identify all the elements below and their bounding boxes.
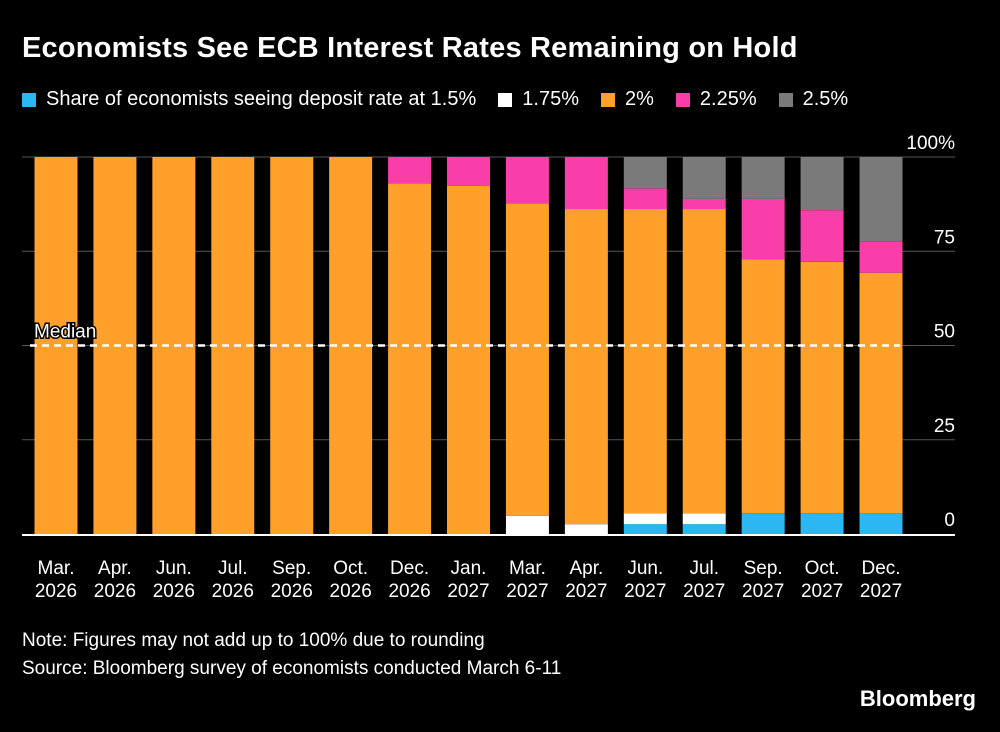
- bar-segment: [623, 524, 667, 534]
- bar-segment: [682, 513, 726, 525]
- bar-segment: [623, 513, 667, 525]
- x-tick-label: Dec.: [861, 558, 900, 579]
- x-tick-label: 2026: [94, 581, 136, 602]
- x-tick-label: Jun.: [627, 558, 663, 579]
- x-tick-label: Sep.: [744, 558, 783, 579]
- bar-segment: [682, 157, 726, 199]
- legend-item: 2%: [600, 88, 654, 111]
- legend-item: 2.5%: [778, 88, 849, 111]
- legend-swatch: [778, 92, 793, 107]
- bar-segment: [741, 198, 785, 260]
- bar-segment: [564, 157, 608, 210]
- y-tick-label: 25: [934, 416, 955, 437]
- x-tick-label: 2026: [212, 581, 254, 602]
- bar-segment: [741, 259, 785, 514]
- bar-segment: [388, 183, 432, 534]
- legend-item: Share of economists seeing deposit rate …: [22, 88, 476, 111]
- y-tick-label: 100%: [906, 133, 955, 154]
- x-tick-label: 2027: [447, 581, 489, 602]
- legend-label: Share of economists seeing deposit rate …: [46, 88, 477, 110]
- x-tick-label: 2026: [271, 581, 313, 602]
- legend-label: 1.75%: [522, 88, 579, 110]
- x-tick-label: Jun.: [156, 558, 192, 579]
- note: Note: Figures may not add up to 100% due…: [22, 630, 485, 651]
- legend-swatch: [498, 92, 513, 107]
- bar-segment: [388, 157, 432, 184]
- bar-segment: [859, 513, 903, 534]
- bar-segment: [800, 157, 844, 211]
- x-tick-label: 2027: [624, 581, 666, 602]
- y-tick-label: 75: [934, 227, 955, 248]
- x-tick-label: 2027: [683, 581, 725, 602]
- legend: Share of economists seeing deposit rate …: [22, 88, 870, 111]
- x-tick-label: Sep.: [272, 558, 311, 579]
- x-tick-label: Mar.: [509, 558, 546, 579]
- bar-segment: [447, 185, 491, 535]
- bar-segment: [859, 272, 903, 514]
- bar-segment: [623, 157, 667, 189]
- x-tick-label: 2026: [35, 581, 77, 602]
- bar-segment: [623, 209, 667, 514]
- x-tick-label: 2026: [330, 581, 372, 602]
- bar-segment: [505, 203, 549, 516]
- x-tick-label: Apr.: [98, 558, 132, 579]
- chart-title: Economists See ECB Interest Rates Remain…: [22, 32, 798, 64]
- legend-label: 2.25%: [699, 88, 757, 110]
- bar-segment: [741, 157, 785, 199]
- bar-segment: [505, 157, 549, 204]
- x-tick-label: 2027: [506, 581, 548, 602]
- bar-segment: [505, 515, 549, 534]
- bar-segment: [741, 513, 785, 534]
- x-tick-label: Jul.: [218, 558, 248, 579]
- bar-segment: [800, 513, 844, 534]
- x-tick-label: 2027: [742, 581, 784, 602]
- x-tick-label: 2027: [565, 581, 607, 602]
- x-tick-label: 2026: [388, 581, 430, 602]
- bar-segment: [859, 241, 903, 273]
- x-tick-label: Mar.: [38, 558, 75, 579]
- bar-segment: [800, 210, 844, 262]
- x-tick-label: 2027: [801, 581, 843, 602]
- x-tick-label: Apr.: [569, 558, 603, 579]
- x-tick-label: Dec.: [390, 558, 429, 579]
- bar-segment: [682, 198, 726, 210]
- y-tick-label: 0: [944, 510, 955, 531]
- median-label: Median: [34, 322, 96, 343]
- bar-segment: [859, 157, 903, 242]
- bar-segment: [564, 209, 608, 525]
- bloomberg-logo: Bloomberg: [859, 686, 976, 711]
- x-tick-label: Jul.: [689, 558, 719, 579]
- legend-swatch: [600, 92, 615, 107]
- y-tick-label: 50: [934, 322, 955, 343]
- x-tick-label: 2027: [860, 581, 902, 602]
- x-tick-label: Jan.: [451, 558, 487, 579]
- bar-segment: [682, 209, 726, 514]
- legend-swatch: [22, 92, 36, 107]
- x-tick-label: Oct.: [805, 558, 840, 579]
- x-tick-label: Oct.: [333, 558, 368, 579]
- legend-label: 2%: [624, 88, 654, 110]
- bar-segment: [447, 157, 491, 186]
- legend-item: 2.25%: [675, 88, 757, 111]
- legend-item: 1.75%: [498, 88, 579, 111]
- legend-swatch: [675, 92, 690, 107]
- source: Source: Bloomberg survey of economists c…: [22, 658, 562, 679]
- bar-segment: [682, 524, 726, 534]
- bar-segment: [623, 188, 667, 210]
- bar-segment: [800, 261, 844, 514]
- bar-segment: [564, 524, 608, 534]
- legend-label: 2.5%: [802, 88, 849, 110]
- x-tick-label: 2026: [153, 581, 195, 602]
